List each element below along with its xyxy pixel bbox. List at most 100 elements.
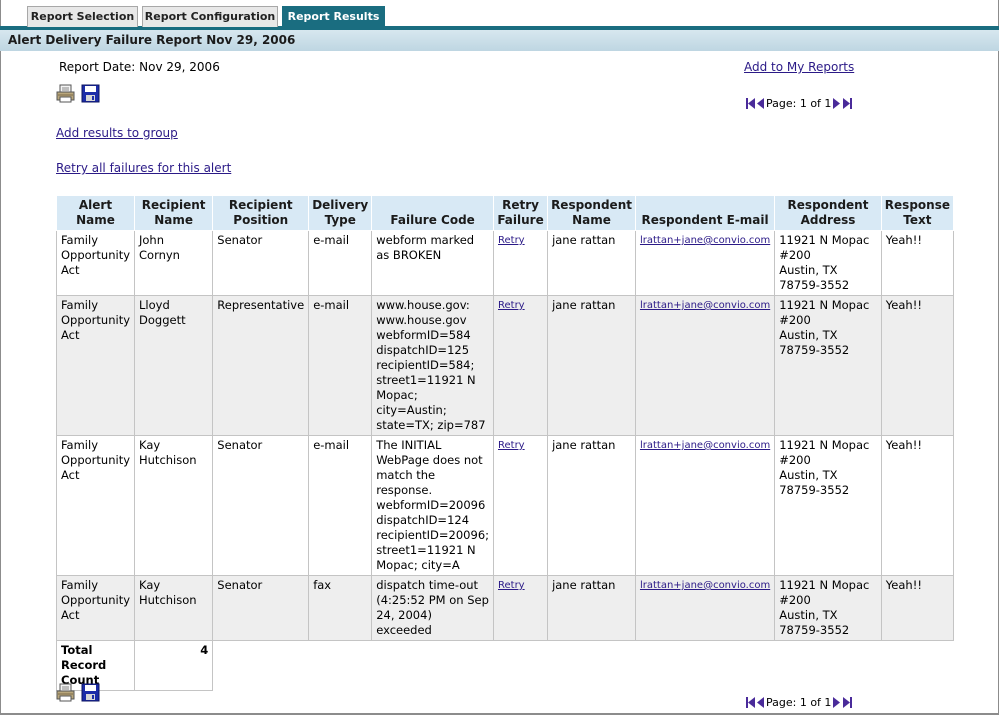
retry-link[interactable]: Retry [498,235,525,246]
cell-alert-name: Family Opportunity Act [56,575,135,641]
printer-icon[interactable] [56,84,75,103]
cell-delivery-type: fax [308,575,373,641]
cell-response-text: Yeah!! [880,230,955,296]
address-line: Austin, TX 78759-3552 [779,263,850,292]
total-row-spacer [212,640,954,691]
add-results-to-group-link[interactable]: Add results to group [56,126,178,140]
tab-report-selection[interactable]: Report Selection [27,6,138,27]
total-row: Total Record Count 4 [56,640,954,691]
cell-recipient-position: Senator [212,575,310,641]
cell-respondent-email: lrattan+jane@convio.com [634,435,776,576]
col-failure-code[interactable]: Failure Code [371,195,494,231]
col-respondent-email[interactable]: Respondent E-mail [634,195,776,231]
cell-retry: Retry [492,575,549,641]
col-retry-failure[interactable]: Retry Failure [492,195,549,231]
pager-top: Page: 1 of 1 [746,97,853,110]
address-line: Austin, TX 78759-3552 [779,468,850,497]
page-indicator: Page: 1 of 1 [766,696,832,709]
cell-respondent-address: 11921 N Mopac #200 Austin, TX 78759-3552 [774,435,882,576]
floppy-disk-icon[interactable] [81,84,100,103]
table-row: Family Opportunity Act Kay Hutchison Sen… [56,575,955,641]
next-page-icon[interactable] [833,98,841,109]
cell-response-text: Yeah!! [880,575,955,641]
cell-retry: Retry [492,230,549,296]
table-row: Family Opportunity Act Kay Hutchison Sen… [56,435,955,576]
col-recipient-name[interactable]: Recipient Name [133,195,214,231]
col-respondent-name[interactable]: Respondent Name [547,195,636,231]
cell-retry: Retry [492,295,549,436]
cell-response-text: Yeah!! [880,435,955,576]
cell-recipient-name: Lloyd Doggett [133,295,214,436]
cell-failure-code: webform marked as BROKEN [371,230,494,296]
cell-delivery-type: e-mail [308,295,373,436]
floppy-disk-icon[interactable] [81,683,100,702]
total-value: 4 [133,640,214,691]
table-header-row: Alert Name Recipient Name Recipient Posi… [56,195,955,231]
page-title: Alert Delivery Failure Report Nov 29, 20… [0,30,999,51]
printer-icon[interactable] [56,683,75,702]
tab-bar: Report Selection Report Configuration Re… [0,0,999,30]
cell-recipient-position: Representative [212,295,310,436]
cell-respondent-name: jane rattan [547,575,636,641]
previous-page-icon[interactable] [756,98,764,109]
cell-alert-name: Family Opportunity Act [56,230,135,296]
next-page-icon[interactable] [833,697,841,708]
address-line: #200 [779,248,811,262]
respondent-email-link[interactable]: lrattan+jane@convio.com [639,300,771,311]
respondent-email-link[interactable]: lrattan+jane@convio.com [639,440,771,451]
col-alert-name[interactable]: Alert Name [56,195,135,231]
cell-respondent-name: jane rattan [547,435,636,576]
cell-retry: Retry [492,435,549,576]
address-line: #200 [779,453,811,467]
tab-report-configuration[interactable]: Report Configuration [142,6,278,27]
previous-page-icon[interactable] [756,697,764,708]
cell-failure-code: dispatch time-out (4:25:52 PM on Sep 24,… [371,575,494,641]
cell-respondent-address: 11921 N Mopac #200 Austin, TX 78759-3552 [774,295,882,436]
respondent-email-link[interactable]: lrattan+jane@convio.com [639,235,771,246]
cell-failure-code: www.house.gov: www.house.gov webformID=5… [371,295,494,436]
cell-respondent-name: jane rattan [547,230,636,296]
report-date: Report Date: Nov 29, 2006 [59,60,220,74]
last-page-icon[interactable] [843,98,853,109]
cell-recipient-position: Senator [212,435,310,576]
first-page-icon[interactable] [746,98,755,109]
cell-delivery-type: e-mail [308,230,373,296]
retry-link[interactable]: Retry [498,300,525,311]
address-line: 11921 N Mopac [779,298,870,312]
address-line: Austin, TX 78759-3552 [779,608,850,637]
address-line: 11921 N Mopac [779,578,870,592]
cell-respondent-email: lrattan+jane@convio.com [634,295,776,436]
report-date-value: Nov 29, 2006 [139,60,220,74]
col-delivery-type[interactable]: Delivery Type [308,195,373,231]
col-response-text[interactable]: Response Text [880,195,955,231]
results-table: Alert Name Recipient Name Recipient Posi… [56,195,955,691]
cell-recipient-name: Kay Hutchison [133,435,214,576]
col-respondent-address[interactable]: Respondent Address [774,195,882,231]
cell-respondent-address: 11921 N Mopac #200 Austin, TX 78759-3552 [774,575,882,641]
respondent-email-link[interactable]: lrattan+jane@convio.com [639,580,771,591]
cell-respondent-email: lrattan+jane@convio.com [634,230,776,296]
cell-failure-code: The INITIAL WebPage does not match the r… [371,435,494,576]
cell-recipient-name: Kay Hutchison [133,575,214,641]
retry-all-failures-link[interactable]: Retry all failures for this alert [56,161,232,175]
table-row: Family Opportunity Act Lloyd Doggett Rep… [56,295,955,436]
col-recipient-position[interactable]: Recipient Position [212,195,310,231]
cell-alert-name: Family Opportunity Act [56,295,135,436]
address-line: #200 [779,593,811,607]
cell-recipient-name: John Cornyn [133,230,214,296]
retry-link[interactable]: Retry [498,440,525,451]
add-to-my-reports-link[interactable]: Add to My Reports [744,60,855,74]
last-page-icon[interactable] [843,697,853,708]
pager-bottom: Page: 1 of 1 [746,696,853,709]
cell-recipient-position: Senator [212,230,310,296]
page-indicator: Page: 1 of 1 [766,97,832,110]
address-line: 11921 N Mopac [779,438,870,452]
cell-respondent-email: lrattan+jane@convio.com [634,575,776,641]
cell-alert-name: Family Opportunity Act [56,435,135,576]
cell-delivery-type: e-mail [308,435,373,576]
tab-report-results[interactable]: Report Results [282,6,385,27]
table-row: Family Opportunity Act John Cornyn Senat… [56,230,955,296]
retry-link[interactable]: Retry [498,580,525,591]
first-page-icon[interactable] [746,697,755,708]
cell-respondent-name: jane rattan [547,295,636,436]
